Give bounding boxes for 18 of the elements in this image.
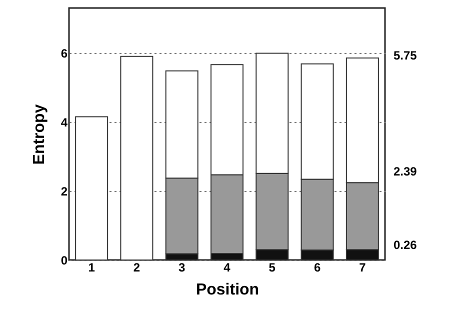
y-tick-label: 0 — [60, 254, 68, 268]
y-tick-label: 4 — [60, 115, 68, 130]
x-tick-label: 7 — [359, 260, 366, 274]
y2-tick-label: 0.26 — [394, 238, 418, 252]
y-axis-title: Entropy — [30, 104, 48, 165]
x-tick-label: 5 — [268, 260, 276, 274]
y2-tick-label: 2.39 — [394, 164, 418, 178]
bar — [75, 116, 108, 260]
bar — [120, 56, 154, 260]
x-tick-label: 1 — [88, 260, 96, 274]
y-tick-label: 6 — [60, 46, 68, 60]
x-tick-label: 4 — [224, 260, 231, 274]
x-tick-label: 3 — [178, 260, 186, 274]
x-axis-title: Position — [196, 282, 260, 298]
x-tick-label: 6 — [314, 260, 321, 274]
x-tick-label: 2 — [133, 260, 140, 274]
y2-tick-label: 5.75 — [394, 48, 418, 62]
y-tick-label: 2 — [60, 184, 68, 198]
